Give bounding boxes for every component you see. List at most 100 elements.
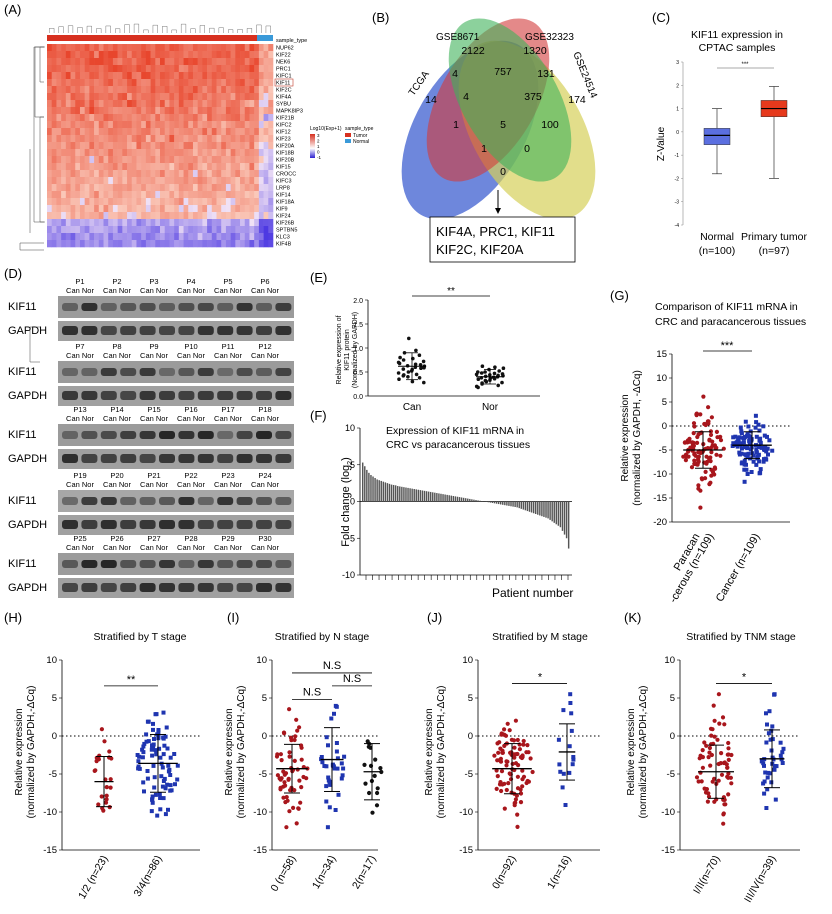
data-point: [334, 808, 338, 812]
venn-count: 4: [463, 91, 469, 103]
bar: [422, 490, 423, 501]
heatmap-cell: [184, 219, 189, 226]
heatmap-cell: [198, 93, 203, 100]
heatmap-cell: [245, 44, 250, 51]
significance: **: [447, 286, 455, 297]
heatmap-cell: [61, 163, 66, 170]
heatmap-cell: [212, 107, 217, 114]
data-point: [162, 796, 166, 800]
heatmap-cell: [268, 86, 273, 93]
heatmap-cell: [174, 184, 179, 191]
heatmap-cell: [235, 170, 240, 177]
band-gapdh: [120, 454, 136, 463]
heatmap-cell: [188, 135, 193, 142]
heatmap-cell: [193, 240, 198, 247]
heatmap-cell: [108, 205, 113, 212]
heatmap-cell: [245, 240, 250, 247]
data-point: [739, 426, 743, 430]
heatmap-cell: [75, 79, 80, 86]
heatmap-cell: [118, 219, 123, 226]
heatmap-cell: [169, 163, 174, 170]
heatmap-cell: [221, 58, 226, 65]
heatmap-cell: [71, 114, 76, 121]
x-category: 3/4(n=86): [132, 854, 165, 899]
heatmap-cell: [179, 149, 184, 156]
heatmap-cell: [184, 198, 189, 205]
data-point: [151, 728, 155, 732]
data-point: [529, 756, 533, 760]
venn-count: 1320: [523, 45, 547, 57]
data-point: [704, 470, 708, 474]
band-kif11: [62, 497, 78, 505]
heatmap-cell: [113, 86, 118, 93]
data-point: [704, 423, 708, 427]
heatmap-cell: [207, 205, 212, 212]
data-point: [100, 727, 104, 731]
heatmap-cell: [75, 51, 80, 58]
heatmap-cell: [160, 170, 165, 177]
heatmap-cell: [268, 44, 273, 51]
heatmap-cell: [47, 212, 52, 219]
heatmap-cell: [89, 191, 94, 198]
heatmap-cell: [80, 205, 85, 212]
data-point: [508, 771, 512, 775]
heatmap-cell: [99, 163, 104, 170]
heatmap-cell: [198, 114, 203, 121]
data-point: [326, 825, 330, 829]
lane-label: Can Nor: [103, 543, 131, 552]
heatmap-cell: [71, 198, 76, 205]
data-point: [742, 440, 746, 444]
heatmap-cell: [174, 79, 179, 86]
band-kif11: [120, 560, 136, 568]
heatmap-cell: [66, 170, 71, 177]
venn-arrow-head: [495, 208, 501, 214]
venn-count: 0: [500, 166, 506, 178]
heatmap-cell: [151, 149, 156, 156]
heatmap-cell: [80, 233, 85, 240]
heatmap-cell: [56, 79, 61, 86]
y-tick-label: 0: [52, 731, 57, 742]
heatmap-cell: [136, 198, 141, 205]
heatmap-cell: [141, 128, 146, 135]
data-point: [721, 822, 725, 826]
heatmap-cell: [71, 177, 76, 184]
bar: [492, 502, 493, 503]
heatmap-cell: [132, 65, 137, 72]
heatmap-cell: [160, 58, 165, 65]
heatmap-cell: [104, 93, 109, 100]
heatmap-cell: [264, 135, 269, 142]
heatmap-cell: [66, 226, 71, 233]
heatmap-cell: [66, 198, 71, 205]
bar: [562, 502, 563, 531]
heatmap-cell: [259, 100, 264, 107]
heatmap-cell: [132, 44, 137, 51]
data-point: [726, 741, 730, 745]
data-point: [746, 472, 750, 476]
data-point: [335, 741, 339, 745]
heatmap-cell: [113, 128, 118, 135]
bar: [564, 502, 565, 535]
heatmap-cell: [249, 212, 254, 219]
heatmap-cell: [66, 233, 71, 240]
heatmap-cell: [132, 128, 137, 135]
bar: [465, 498, 466, 501]
venn-count: 1: [453, 119, 459, 131]
heatmap-cell: [188, 240, 193, 247]
heatmap-cell: [118, 79, 123, 86]
heatmap-cell: [240, 51, 245, 58]
heatmap-cell: [198, 65, 203, 72]
heatmap-cell: [235, 135, 240, 142]
heatmap-cell: [132, 114, 137, 121]
heatmap-cell: [136, 58, 141, 65]
heatmap-cell: [99, 128, 104, 135]
heatmap-cell: [184, 170, 189, 177]
heatmap-cell: [47, 135, 52, 142]
heatmap-cell: [151, 79, 156, 86]
data-point: [516, 738, 520, 742]
data-point: [719, 751, 723, 755]
bar: [551, 502, 552, 522]
heatmap-cell: [118, 233, 123, 240]
data-point: [558, 770, 562, 774]
y-tick-label: -4: [675, 223, 680, 229]
data-point: [422, 360, 426, 364]
